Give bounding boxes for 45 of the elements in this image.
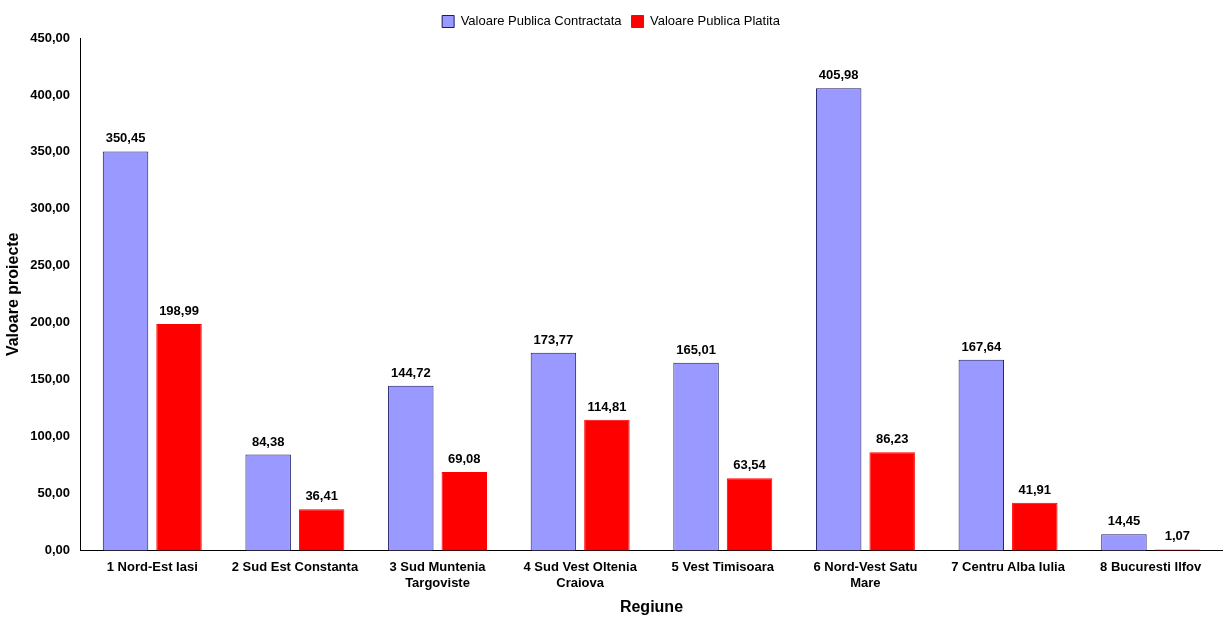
- bar: [156, 323, 202, 551]
- y-tick-label: 50,00: [37, 485, 70, 501]
- bar: [441, 471, 488, 551]
- y-tick-label: 350,00: [30, 143, 70, 159]
- data-label: 198,99: [159, 303, 199, 319]
- data-label: 167,64: [961, 338, 1002, 354]
- data-label: 36,41: [305, 488, 338, 504]
- data-label: 173,77: [533, 331, 574, 347]
- data-label: 114,81: [587, 398, 627, 414]
- data-label: 144,72: [390, 364, 431, 380]
- x-tick-label: 8 Bucuresti Ilfov: [1100, 558, 1203, 574]
- bar: [584, 419, 630, 551]
- x-tick-label: 3 Sud Muntenia Targoviste: [389, 558, 487, 590]
- bar: [869, 452, 915, 551]
- bar: [1012, 502, 1058, 551]
- data-label: 41,91: [1018, 481, 1052, 497]
- y-tick-label: 400,00: [30, 86, 70, 102]
- legend-label: Valoare Publica Platita: [650, 13, 781, 29]
- data-label: 84,38: [251, 433, 285, 449]
- data-label: 86,23: [875, 431, 909, 447]
- y-tick-label: 450,00: [30, 29, 70, 45]
- y-axis-title: Valoare proiecte: [4, 232, 22, 357]
- x-tick-label: 5 Vest Timisoara: [671, 558, 775, 574]
- data-label: 405,98: [818, 67, 859, 83]
- data-label: 350,45: [105, 130, 146, 146]
- y-tick-label: 300,00: [30, 200, 70, 216]
- bar: [298, 509, 345, 551]
- data-label: 165,01: [676, 341, 716, 357]
- x-tick-label: 4 Sud Vest Oltenia Craiova: [523, 558, 638, 590]
- data-label: 63,54: [733, 457, 767, 473]
- bar: [726, 478, 773, 551]
- y-tick-label: 150,00: [30, 371, 70, 387]
- y-tick-label: 250,00: [30, 257, 70, 273]
- x-axis-title: Regiune: [619, 597, 684, 615]
- data-label: 1,07: [1164, 528, 1191, 544]
- data-label: 69,08: [448, 450, 481, 466]
- legend-label: Valoare Publica Contractata: [460, 13, 623, 29]
- x-tick-label: 6 Nord-Vest Satu Mare: [813, 558, 918, 590]
- y-tick-label: 0,00: [44, 542, 70, 558]
- data-label: 14,45: [1107, 513, 1141, 529]
- y-tick-label: 100,00: [30, 428, 70, 444]
- x-tick-label: 7 Centru Alba Iulia: [951, 558, 1066, 574]
- x-tick-label: 1 Nord-Est Iasi: [106, 558, 198, 574]
- x-tick-label: 2 Sud Est Constanta: [231, 558, 359, 574]
- y-tick-label: 200,00: [30, 314, 70, 330]
